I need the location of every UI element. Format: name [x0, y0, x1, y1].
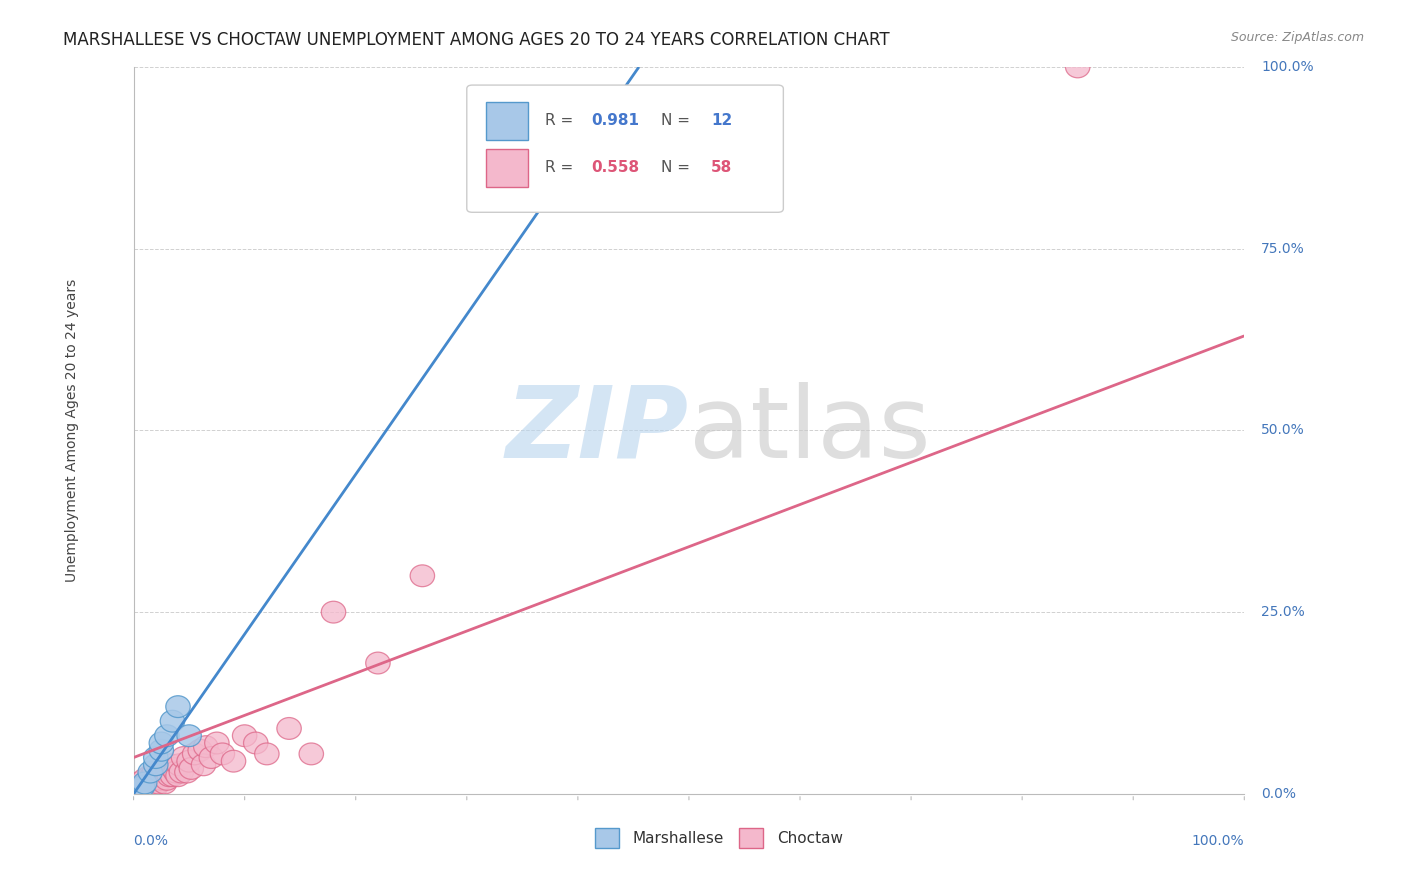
Ellipse shape — [155, 768, 179, 790]
Ellipse shape — [1066, 56, 1090, 78]
Ellipse shape — [138, 761, 163, 783]
Ellipse shape — [142, 770, 166, 792]
Ellipse shape — [143, 776, 167, 797]
Text: 12: 12 — [711, 113, 733, 128]
Ellipse shape — [299, 743, 323, 764]
Ellipse shape — [125, 777, 149, 799]
Ellipse shape — [152, 757, 176, 780]
Ellipse shape — [132, 768, 157, 790]
Text: ZIP: ZIP — [506, 382, 689, 479]
Text: 100.0%: 100.0% — [1192, 834, 1244, 848]
Text: 0.558: 0.558 — [591, 161, 640, 176]
Ellipse shape — [132, 772, 157, 794]
Text: 0.981: 0.981 — [591, 113, 640, 128]
Ellipse shape — [366, 652, 389, 674]
Ellipse shape — [143, 768, 167, 790]
Ellipse shape — [157, 764, 181, 787]
Ellipse shape — [127, 772, 152, 794]
Ellipse shape — [146, 772, 170, 794]
FancyBboxPatch shape — [467, 85, 783, 212]
Ellipse shape — [131, 776, 155, 797]
Ellipse shape — [163, 761, 188, 783]
Ellipse shape — [177, 750, 201, 772]
Text: MARSHALLESE VS CHOCTAW UNEMPLOYMENT AMONG AGES 20 TO 24 YEARS CORRELATION CHART: MARSHALLESE VS CHOCTAW UNEMPLOYMENT AMON… — [63, 31, 890, 49]
Ellipse shape — [183, 743, 207, 764]
Ellipse shape — [411, 565, 434, 587]
Text: Choctaw: Choctaw — [776, 830, 842, 846]
Ellipse shape — [166, 764, 190, 787]
Ellipse shape — [157, 754, 183, 776]
Ellipse shape — [188, 739, 212, 761]
Ellipse shape — [205, 732, 229, 754]
Text: 100.0%: 100.0% — [1261, 60, 1313, 74]
FancyBboxPatch shape — [485, 149, 527, 186]
Text: R =: R = — [544, 161, 578, 176]
Ellipse shape — [142, 761, 167, 783]
Ellipse shape — [177, 725, 201, 747]
Text: 0.0%: 0.0% — [1261, 787, 1296, 801]
Ellipse shape — [149, 768, 173, 790]
Ellipse shape — [232, 725, 257, 747]
Ellipse shape — [277, 717, 301, 739]
Ellipse shape — [127, 780, 152, 801]
Text: Marshallese: Marshallese — [633, 830, 724, 846]
Ellipse shape — [146, 761, 172, 783]
Ellipse shape — [143, 747, 167, 768]
Text: 25.0%: 25.0% — [1261, 605, 1305, 619]
Ellipse shape — [138, 764, 163, 787]
Text: 75.0%: 75.0% — [1261, 242, 1305, 256]
Ellipse shape — [160, 710, 184, 732]
Ellipse shape — [129, 780, 153, 801]
Text: R =: R = — [544, 113, 578, 128]
Ellipse shape — [194, 736, 218, 757]
Ellipse shape — [132, 780, 157, 801]
Ellipse shape — [166, 696, 190, 717]
Ellipse shape — [221, 750, 246, 772]
FancyBboxPatch shape — [740, 828, 763, 848]
Ellipse shape — [172, 747, 195, 768]
Text: Source: ZipAtlas.com: Source: ZipAtlas.com — [1230, 31, 1364, 45]
Ellipse shape — [145, 764, 169, 787]
Text: atlas: atlas — [689, 382, 931, 479]
Ellipse shape — [149, 739, 173, 761]
Text: 58: 58 — [711, 161, 733, 176]
Ellipse shape — [169, 761, 194, 783]
Ellipse shape — [132, 776, 157, 797]
Ellipse shape — [152, 772, 177, 794]
Ellipse shape — [191, 754, 215, 776]
Ellipse shape — [136, 777, 160, 799]
Text: N =: N = — [661, 113, 695, 128]
Ellipse shape — [127, 780, 152, 801]
FancyBboxPatch shape — [485, 102, 527, 139]
Text: 50.0%: 50.0% — [1261, 424, 1305, 437]
Ellipse shape — [155, 725, 179, 747]
Ellipse shape — [160, 764, 184, 787]
Ellipse shape — [136, 768, 162, 790]
Ellipse shape — [322, 601, 346, 623]
Ellipse shape — [167, 754, 191, 776]
Ellipse shape — [138, 776, 163, 797]
Ellipse shape — [162, 757, 186, 780]
Text: N =: N = — [661, 161, 695, 176]
Ellipse shape — [149, 732, 173, 754]
Ellipse shape — [135, 772, 159, 794]
Ellipse shape — [254, 743, 278, 764]
FancyBboxPatch shape — [595, 828, 619, 848]
Ellipse shape — [156, 761, 180, 783]
Ellipse shape — [141, 764, 165, 787]
Ellipse shape — [211, 743, 235, 764]
Text: 0.0%: 0.0% — [134, 834, 169, 848]
Ellipse shape — [179, 757, 204, 780]
Ellipse shape — [174, 761, 200, 783]
Ellipse shape — [131, 776, 155, 797]
Ellipse shape — [200, 747, 224, 768]
Text: Unemployment Among Ages 20 to 24 years: Unemployment Among Ages 20 to 24 years — [66, 279, 80, 582]
Ellipse shape — [150, 764, 174, 787]
Ellipse shape — [139, 772, 163, 794]
Ellipse shape — [143, 754, 167, 776]
Ellipse shape — [124, 780, 148, 801]
Ellipse shape — [243, 732, 269, 754]
